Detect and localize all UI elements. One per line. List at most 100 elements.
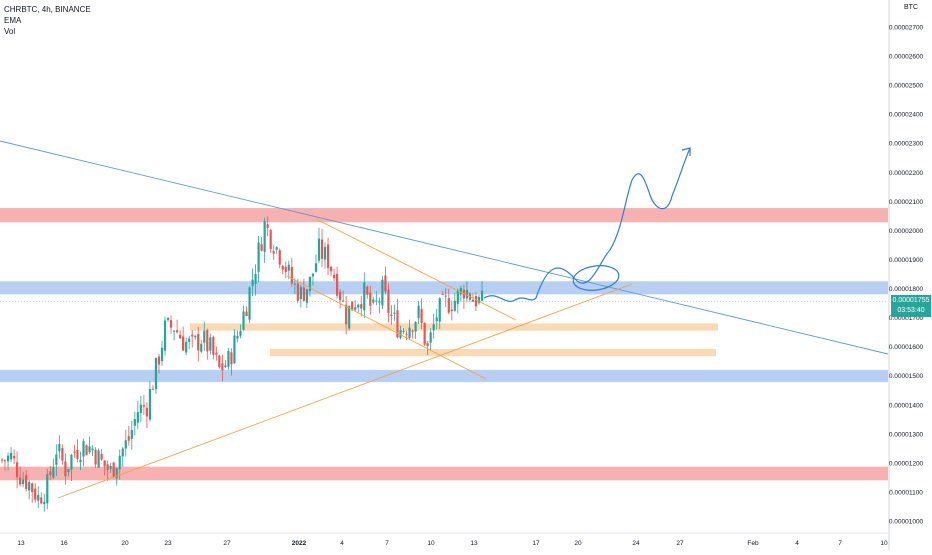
y-tick-label: 0.00001500 bbox=[889, 373, 924, 380]
candle-body bbox=[429, 332, 432, 343]
candle-body bbox=[230, 352, 233, 365]
x-tick-label: 10 bbox=[880, 540, 888, 547]
x-tick-label: 16 bbox=[60, 540, 68, 547]
candle-body bbox=[450, 309, 453, 312]
x-tick-label: 20 bbox=[574, 540, 582, 547]
price-zone-resistance[interactable] bbox=[0, 208, 888, 223]
candle-body bbox=[218, 355, 221, 368]
candle-body bbox=[263, 221, 266, 252]
candle-body bbox=[396, 310, 399, 338]
candle-body bbox=[25, 475, 28, 489]
candle-body bbox=[142, 405, 145, 407]
candle-body bbox=[163, 320, 167, 351]
wedge-upper-line[interactable] bbox=[315, 218, 517, 321]
candle-body bbox=[3, 460, 7, 462]
price-zone-support[interactable] bbox=[0, 369, 888, 383]
candle-body bbox=[245, 311, 248, 317]
candle-body bbox=[281, 266, 284, 270]
x-tick-label: 27 bbox=[676, 540, 684, 547]
candle-body bbox=[260, 244, 263, 251]
candle-body bbox=[73, 451, 76, 453]
candle-body bbox=[169, 320, 173, 328]
price-zone-support[interactable] bbox=[0, 281, 888, 295]
price-zone-minor[interactable] bbox=[190, 323, 718, 331]
candle-body bbox=[384, 275, 387, 292]
candle-body bbox=[215, 352, 218, 355]
candle-body bbox=[151, 388, 155, 390]
y-tick-label: 0.00002600 bbox=[889, 54, 924, 61]
candle-body bbox=[157, 356, 161, 365]
x-tick-label: 13 bbox=[17, 540, 25, 547]
candle-body bbox=[191, 334, 194, 337]
candle-body bbox=[139, 404, 142, 414]
price-zone-minor[interactable] bbox=[270, 348, 716, 357]
candle-body bbox=[269, 230, 272, 249]
volume-indicator-label[interactable]: Vol bbox=[4, 27, 16, 36]
x-tick-label: 2022 bbox=[292, 540, 307, 547]
candle-body bbox=[185, 341, 188, 353]
candle-body bbox=[275, 247, 278, 250]
descending-trendline[interactable] bbox=[0, 140, 889, 355]
last-price-value: 0.00001755 bbox=[892, 297, 930, 304]
candle-body bbox=[287, 264, 290, 271]
candle-body bbox=[308, 276, 312, 291]
candle-body bbox=[236, 335, 239, 339]
candle-body bbox=[206, 330, 209, 352]
candle-body bbox=[477, 297, 481, 304]
candle-body bbox=[49, 471, 52, 476]
last-price-badge: 0.00001755 03:53:40 bbox=[891, 295, 931, 317]
ascending-support-trendline[interactable] bbox=[57, 283, 633, 499]
candle-body bbox=[221, 363, 224, 371]
candle-body bbox=[480, 290, 484, 301]
ema-indicator-label[interactable]: EMA bbox=[4, 16, 22, 25]
candle-body bbox=[393, 312, 396, 314]
candle-body bbox=[61, 448, 64, 461]
candle-body bbox=[411, 330, 414, 332]
candle-body bbox=[369, 292, 372, 306]
arrow-head bbox=[681, 147, 691, 156]
bar-countdown: 03:53:40 bbox=[897, 307, 925, 314]
candle-body bbox=[323, 246, 327, 260]
candle-body bbox=[166, 317, 170, 320]
candle-body bbox=[314, 263, 318, 272]
candle-body bbox=[52, 467, 55, 478]
x-tick-label: 4 bbox=[340, 540, 344, 547]
candle-body bbox=[112, 462, 115, 477]
projection-drawing[interactable] bbox=[483, 147, 691, 302]
candle-body bbox=[182, 336, 185, 351]
candle-body bbox=[381, 279, 384, 306]
candle-body bbox=[43, 501, 46, 505]
candle-body bbox=[363, 282, 366, 311]
candle-body bbox=[197, 333, 200, 351]
symbol-line[interactable]: CHRBTC, 4h, BINANCE bbox=[4, 5, 91, 14]
y-tick-label: 0.00002500 bbox=[889, 83, 924, 90]
y-tick-label: 0.00002000 bbox=[889, 228, 924, 235]
y-tick-label: 0.00002400 bbox=[889, 112, 924, 119]
wedge-lower-line[interactable] bbox=[286, 275, 487, 380]
candle-body bbox=[272, 251, 275, 254]
candle-body bbox=[194, 335, 197, 338]
candle-body bbox=[423, 322, 426, 345]
candle-body bbox=[124, 440, 127, 449]
candle-body bbox=[414, 322, 417, 332]
price-zone-resistance[interactable] bbox=[0, 466, 888, 481]
candle-body bbox=[79, 459, 82, 463]
candle-body bbox=[100, 454, 103, 460]
candle-body bbox=[130, 430, 133, 439]
highlight-ellipse[interactable] bbox=[572, 263, 621, 293]
y-tick-label: 0.00001900 bbox=[889, 257, 924, 264]
candle-body bbox=[251, 279, 254, 286]
candle-body bbox=[154, 357, 158, 390]
candle-body bbox=[420, 308, 423, 323]
candle-body bbox=[133, 419, 136, 426]
candle-body bbox=[311, 273, 315, 277]
candle-body bbox=[326, 244, 330, 269]
candle-body bbox=[399, 330, 402, 338]
x-tick-label: Feb bbox=[747, 540, 759, 547]
candle-body bbox=[224, 365, 227, 368]
candle-body bbox=[9, 452, 13, 460]
candle-body bbox=[127, 436, 130, 441]
candle-body bbox=[85, 445, 88, 456]
